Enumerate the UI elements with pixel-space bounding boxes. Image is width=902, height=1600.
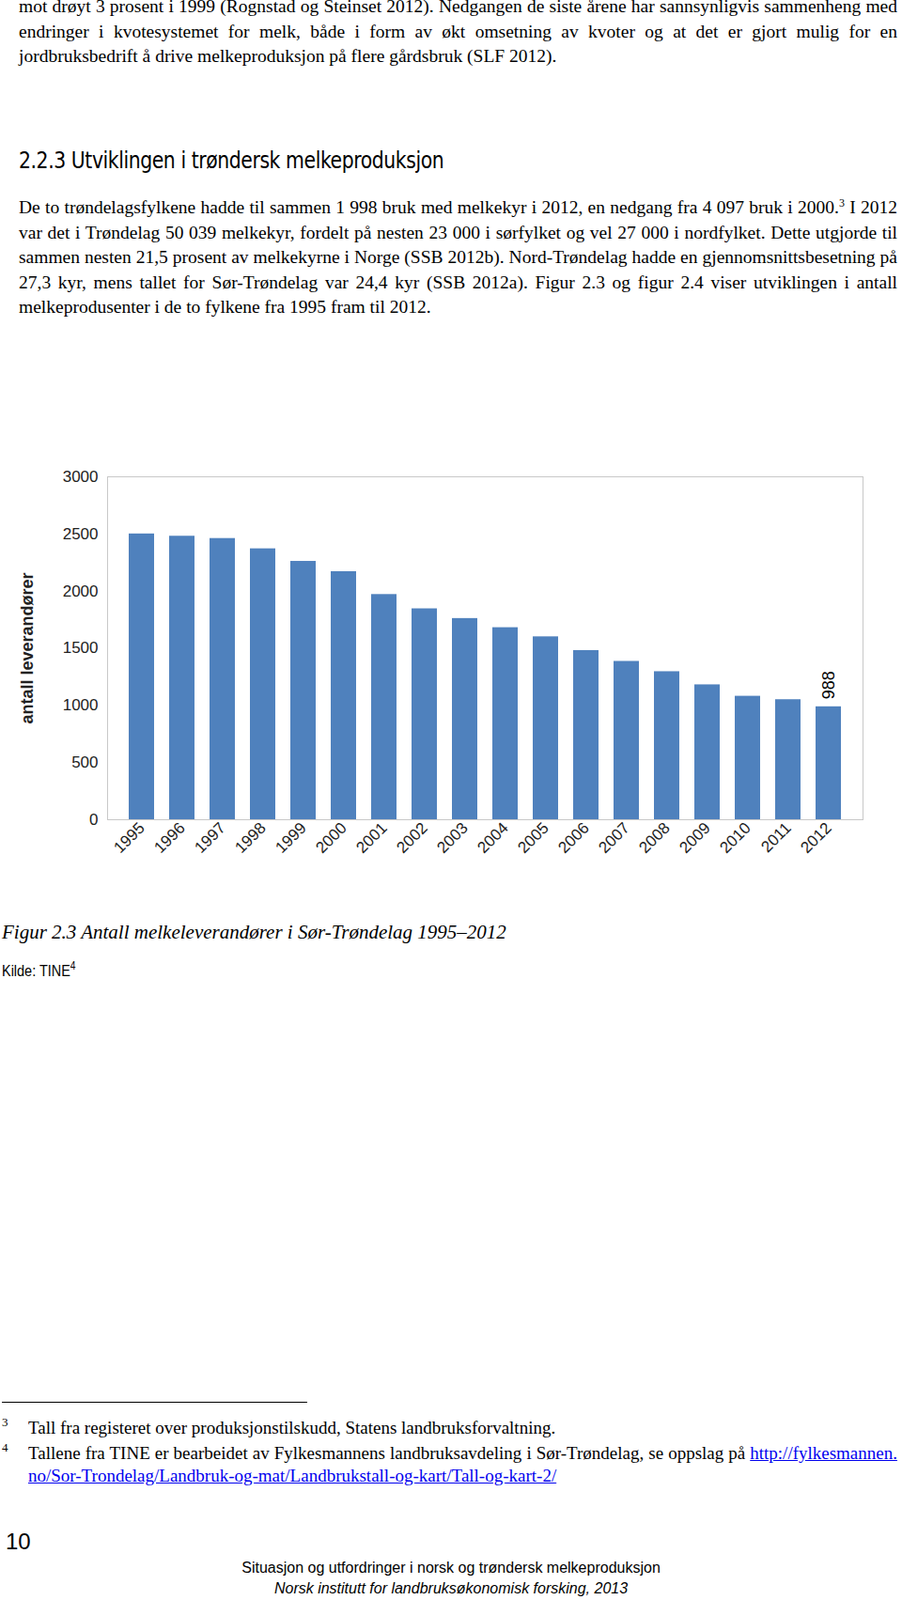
- svg-text:1996: 1996: [150, 819, 188, 857]
- svg-text:2001: 2001: [352, 819, 390, 857]
- svg-text:2010: 2010: [715, 819, 754, 857]
- svg-text:2004: 2004: [473, 819, 512, 857]
- svg-text:2005: 2005: [513, 819, 552, 857]
- html-text:Tall fra registeret over produ: Tall fra registeret over produksjonstils…: [28, 1417, 556, 1438]
- svg-text:1995: 1995: [109, 819, 148, 857]
- html-text:Tallene fra TINE er bearbeidet: Tallene fra TINE er bearbeidet av Fylkes…: [28, 1443, 898, 1486]
- html-text:10: 10: [5, 1528, 31, 1555]
- html-text:Kilde: TINE4: Kilde: TINE4: [1, 959, 76, 980]
- svg-text:2002: 2002: [392, 819, 431, 857]
- svg-text:1999: 1999: [271, 819, 310, 857]
- svg-text:1997: 1997: [190, 819, 229, 857]
- svg-text:2009: 2009: [675, 819, 714, 857]
- svg-text:2012: 2012: [796, 819, 835, 857]
- svg-text:2500: 2500: [62, 525, 99, 544]
- svg-text:1500: 1500: [62, 638, 99, 657]
- svg-text:3000: 3000: [62, 467, 99, 486]
- svg-text:2006: 2006: [554, 819, 592, 857]
- svg-text:988: 988: [819, 670, 839, 700]
- svg-text:2011: 2011: [757, 819, 794, 856]
- svg-text:2000: 2000: [311, 819, 350, 857]
- svg-text:500: 500: [71, 753, 98, 772]
- svg-text:2007: 2007: [594, 819, 633, 857]
- html-text:De to trøndelagsfylkene hadde: De to trøndelagsfylkene hadde til sammen…: [18, 195, 898, 317]
- html-text:2.2.3 Utviklingen i trøndersk: 2.2.3 Utviklingen i trøndersk melkeprodu…: [18, 147, 444, 174]
- svg-text:2000: 2000: [62, 582, 99, 601]
- svg-text:1998: 1998: [231, 819, 269, 857]
- svg-text:antall leverandører: antall leverandører: [17, 572, 37, 724]
- html-text:Figur 2.3 Antall melkeleverand: Figur 2.3 Antall melkeleverandører i Sør…: [1, 920, 507, 944]
- svg-text:2003: 2003: [433, 819, 471, 857]
- svg-text:1000: 1000: [62, 696, 99, 715]
- html-text:3: 3: [1, 1415, 8, 1430]
- html-text:Situasjon og utfordringer i no: Situasjon og utfordringer i norsk og trø…: [241, 1559, 661, 1576]
- svg-text:0: 0: [89, 810, 98, 829]
- html-text:Norsk institutt for landbruksø: Norsk institutt for landbruksøkonomisk f…: [274, 1580, 628, 1597]
- svg-text:2008: 2008: [635, 819, 673, 857]
- html-text:4: 4: [1, 1440, 8, 1455]
